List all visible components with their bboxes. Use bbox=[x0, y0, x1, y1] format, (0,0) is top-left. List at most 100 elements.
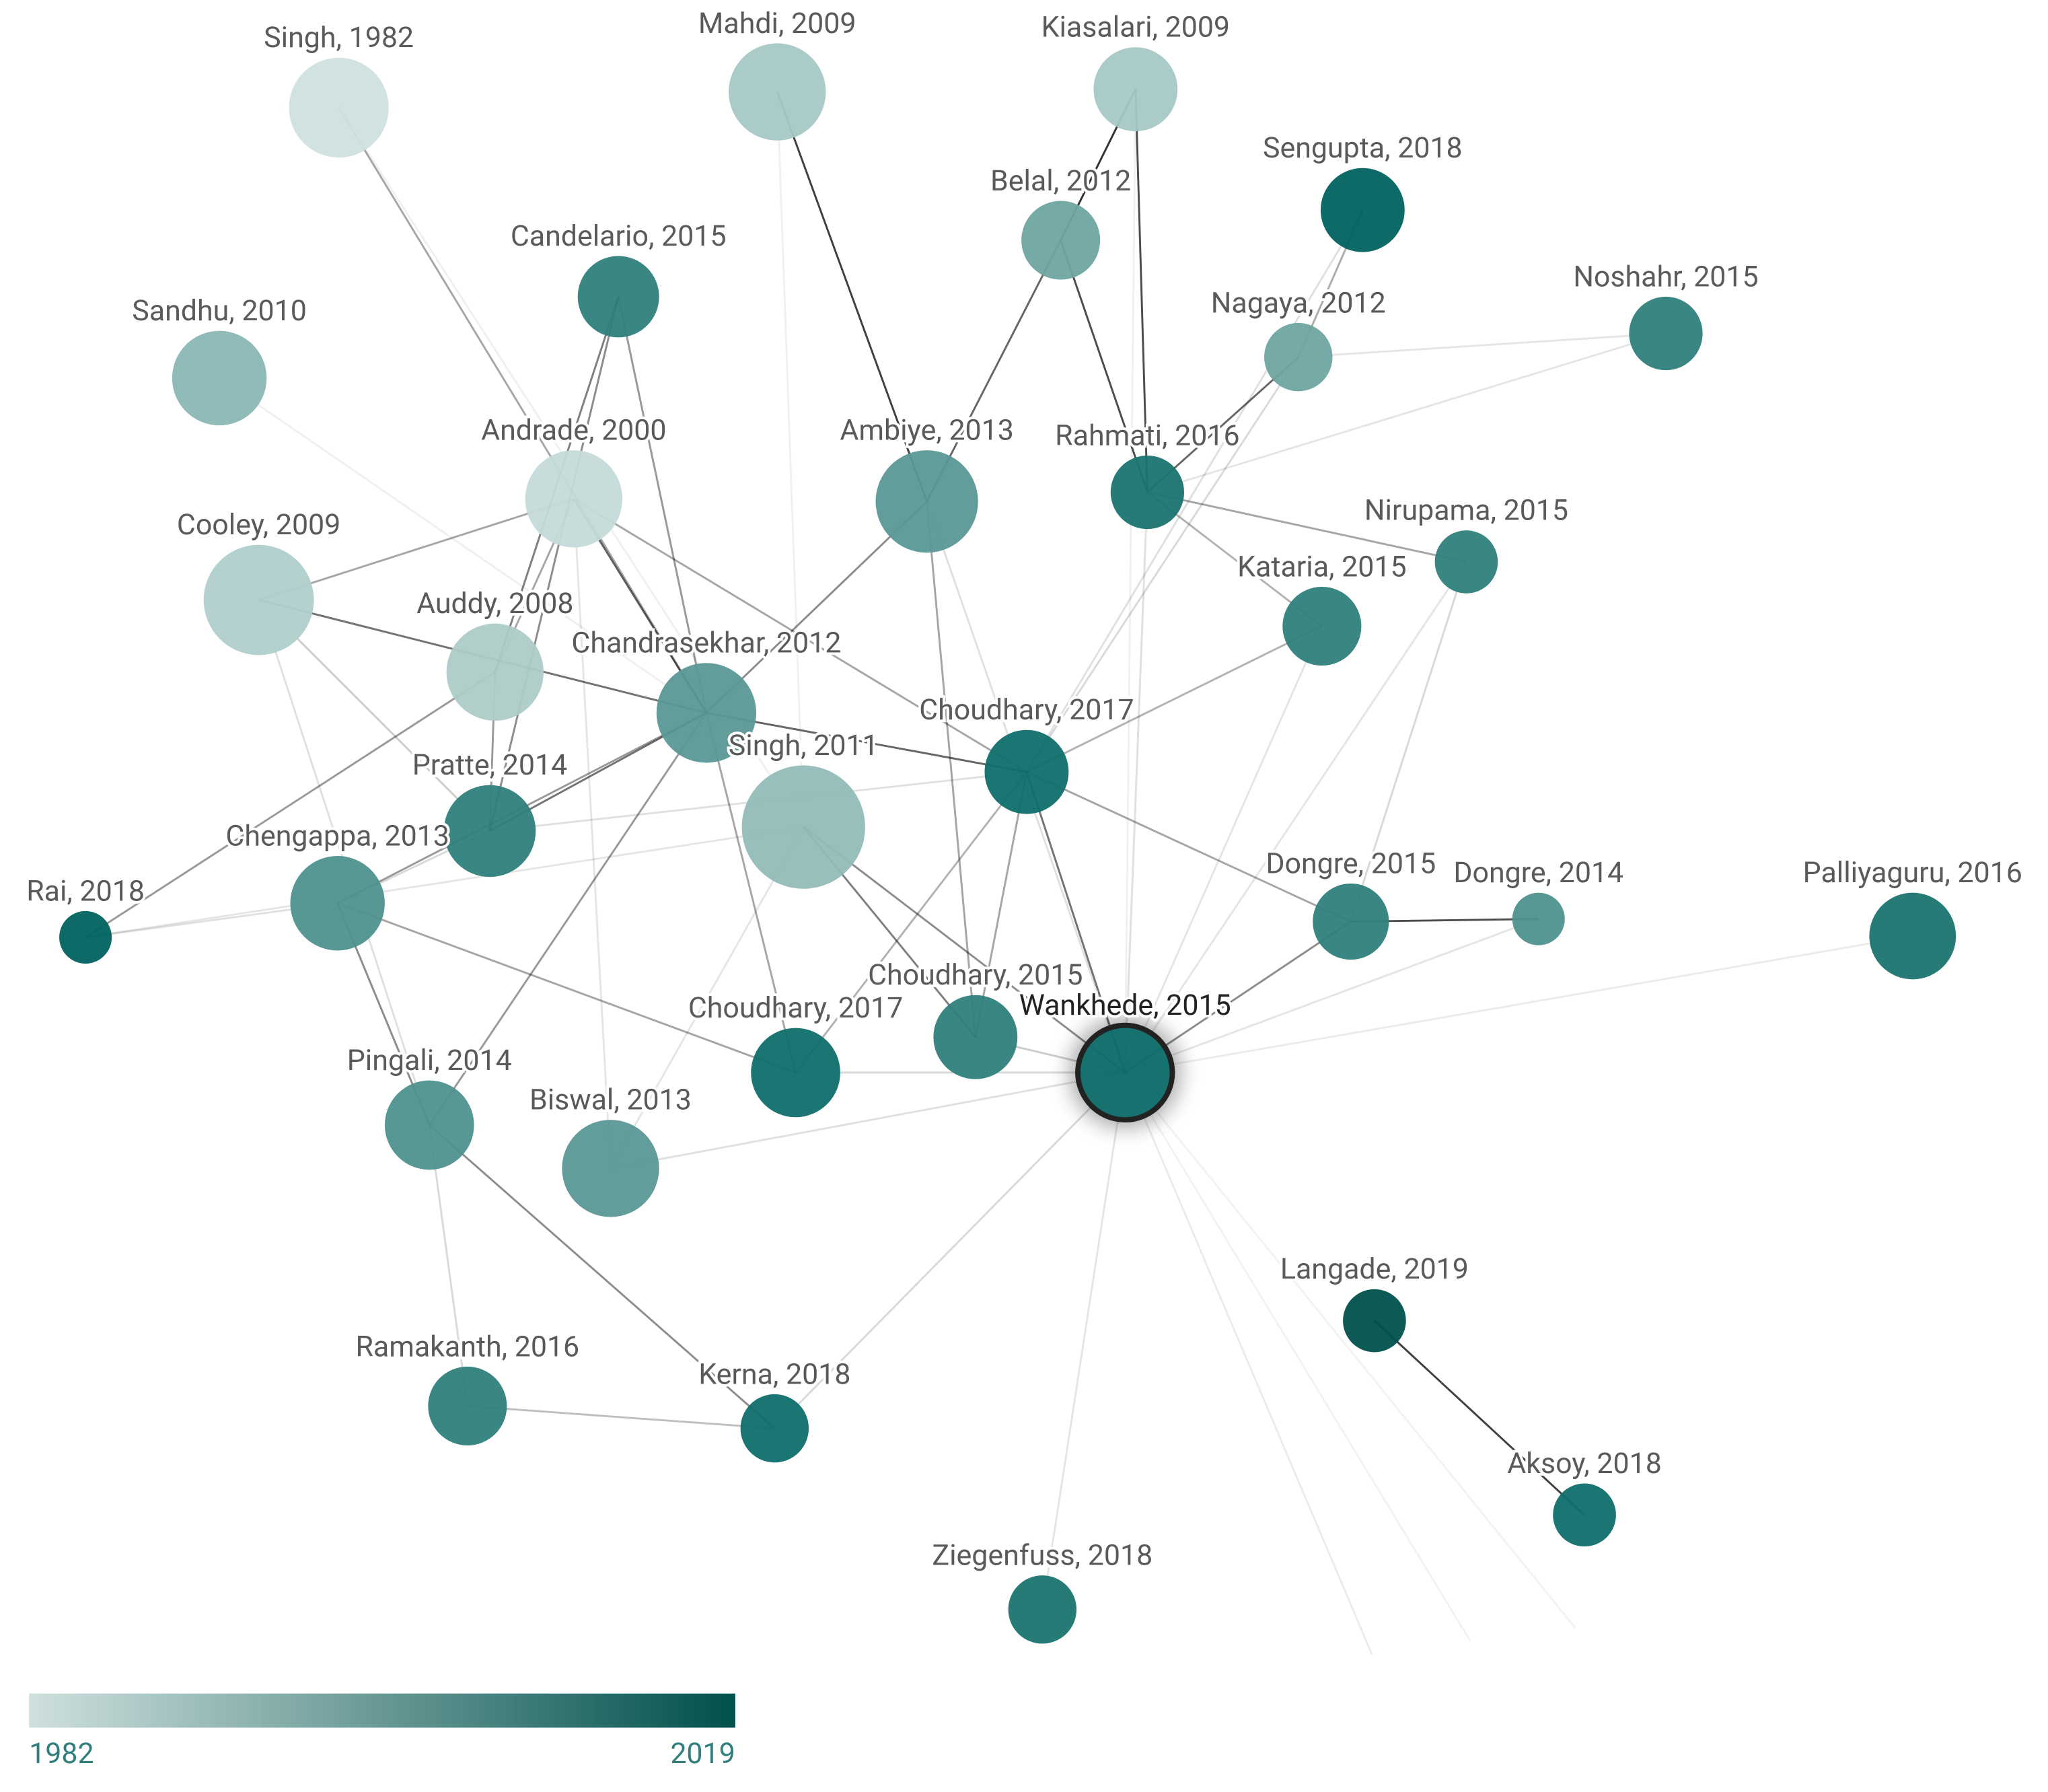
node bbox=[741, 765, 865, 889]
node-label: Choudhary, 2017 bbox=[919, 693, 1134, 727]
edge bbox=[488, 296, 620, 832]
node bbox=[1008, 1575, 1077, 1644]
node-label: Pingali, 2014 bbox=[347, 1044, 512, 1077]
edge bbox=[1350, 561, 1467, 922]
edge bbox=[219, 377, 707, 714]
node bbox=[1869, 892, 1956, 980]
edge bbox=[85, 826, 804, 939]
edge bbox=[467, 1404, 775, 1430]
node bbox=[1313, 883, 1389, 960]
node-label: Chengappa, 2013 bbox=[225, 819, 449, 853]
edge bbox=[1147, 491, 1467, 563]
node bbox=[1629, 296, 1703, 371]
node-label: Dongre, 2014 bbox=[1453, 856, 1623, 890]
node bbox=[577, 256, 659, 338]
edge bbox=[706, 711, 1027, 773]
node bbox=[740, 1394, 809, 1463]
edge bbox=[1124, 918, 1539, 1074]
node bbox=[933, 995, 1018, 1079]
node bbox=[289, 57, 389, 158]
node-label: Mahdi, 2009 bbox=[698, 7, 856, 40]
edge bbox=[85, 671, 496, 939]
edge bbox=[1298, 332, 1667, 359]
edge bbox=[1124, 1071, 1576, 1629]
node-label: Ambiye, 2013 bbox=[840, 414, 1013, 447]
node bbox=[446, 623, 544, 721]
edge bbox=[1124, 1072, 1373, 1655]
legend: 1982 2019 bbox=[29, 1693, 735, 1770]
node-label: Dongre, 2015 bbox=[1266, 847, 1436, 880]
node-label: Sengupta, 2018 bbox=[1263, 131, 1463, 165]
edge bbox=[1124, 935, 1913, 1074]
node-label: Cooley, 2009 bbox=[177, 508, 340, 542]
node bbox=[1110, 455, 1185, 530]
node bbox=[1434, 530, 1498, 594]
legend-max-label: 2019 bbox=[670, 1737, 735, 1770]
edge bbox=[926, 501, 977, 1038]
node bbox=[729, 43, 826, 141]
node-label: Wankhede, 2015 bbox=[1019, 989, 1231, 1022]
node bbox=[525, 450, 623, 548]
edge bbox=[429, 1124, 776, 1429]
node bbox=[1282, 587, 1362, 666]
edge bbox=[610, 826, 805, 1170]
edge bbox=[795, 771, 1028, 1073]
node-label: Rahmati, 2016 bbox=[1055, 419, 1239, 452]
node-label: Nagaya, 2012 bbox=[1211, 286, 1386, 320]
node bbox=[1075, 1022, 1175, 1123]
node-label: Ziegenfuss, 2018 bbox=[932, 1538, 1153, 1572]
edge bbox=[705, 712, 797, 1073]
node-label: Singh, 1982 bbox=[264, 21, 414, 55]
edge bbox=[429, 712, 708, 1126]
node bbox=[562, 1120, 659, 1217]
node-label: Kataria, 2015 bbox=[1237, 550, 1406, 583]
node bbox=[875, 450, 978, 553]
node bbox=[1093, 47, 1178, 132]
edge bbox=[1041, 1072, 1126, 1610]
node-label: Aksoy, 2018 bbox=[1507, 1447, 1662, 1480]
node bbox=[59, 910, 112, 964]
nodes bbox=[59, 43, 1956, 1644]
edge bbox=[1025, 356, 1299, 773]
node-label: Belal, 2012 bbox=[990, 164, 1131, 198]
edge bbox=[974, 771, 1028, 1038]
node-label: Candelario, 2015 bbox=[511, 219, 727, 253]
legend-colorbar bbox=[29, 1693, 735, 1728]
edge bbox=[1124, 89, 1137, 1073]
edge bbox=[776, 92, 928, 502]
node bbox=[1343, 1289, 1406, 1353]
node-label: Singh, 2011 bbox=[729, 729, 879, 762]
node-label: Rai, 2018 bbox=[26, 874, 145, 908]
node-label: Chandrasekhar, 2012 bbox=[571, 626, 841, 660]
node bbox=[172, 330, 267, 426]
node-label: Langade, 2019 bbox=[1280, 1252, 1469, 1286]
node-label: Noshahr, 2015 bbox=[1573, 260, 1758, 293]
node bbox=[1264, 322, 1333, 392]
node-label: Pratte, 2014 bbox=[412, 748, 567, 782]
edge bbox=[774, 1071, 1126, 1429]
node-label: Choudhary, 2017 bbox=[688, 991, 903, 1025]
node-label: Choudhary, 2015 bbox=[868, 958, 1083, 992]
edge bbox=[573, 498, 1027, 773]
node-label: Auddy, 2008 bbox=[416, 587, 573, 620]
edge bbox=[610, 1071, 1126, 1170]
node-label: Andrade, 2000 bbox=[481, 414, 666, 447]
edge bbox=[1124, 625, 1323, 1073]
edge bbox=[1124, 561, 1467, 1073]
node-label: Ramakanth, 2016 bbox=[355, 1330, 579, 1363]
edge bbox=[1026, 625, 1323, 773]
edge bbox=[1025, 209, 1364, 773]
node bbox=[290, 855, 385, 951]
node-label: Palliyaguru, 2016 bbox=[1803, 856, 2022, 890]
node-label: Kiasalari, 2009 bbox=[1041, 11, 1230, 44]
node-label: Kerna, 2018 bbox=[698, 1357, 850, 1391]
edge bbox=[258, 497, 575, 601]
labels: Singh, 1982 Mahdi, 2009 Kiasalari, 2009 Sen… bbox=[24, 4, 2025, 1575]
node bbox=[1021, 201, 1101, 280]
edge bbox=[1026, 770, 1352, 923]
legend-min-label: 1982 bbox=[29, 1737, 94, 1770]
edge bbox=[776, 92, 805, 828]
node-label: Biswal, 2013 bbox=[529, 1083, 692, 1117]
edge bbox=[573, 499, 612, 1169]
